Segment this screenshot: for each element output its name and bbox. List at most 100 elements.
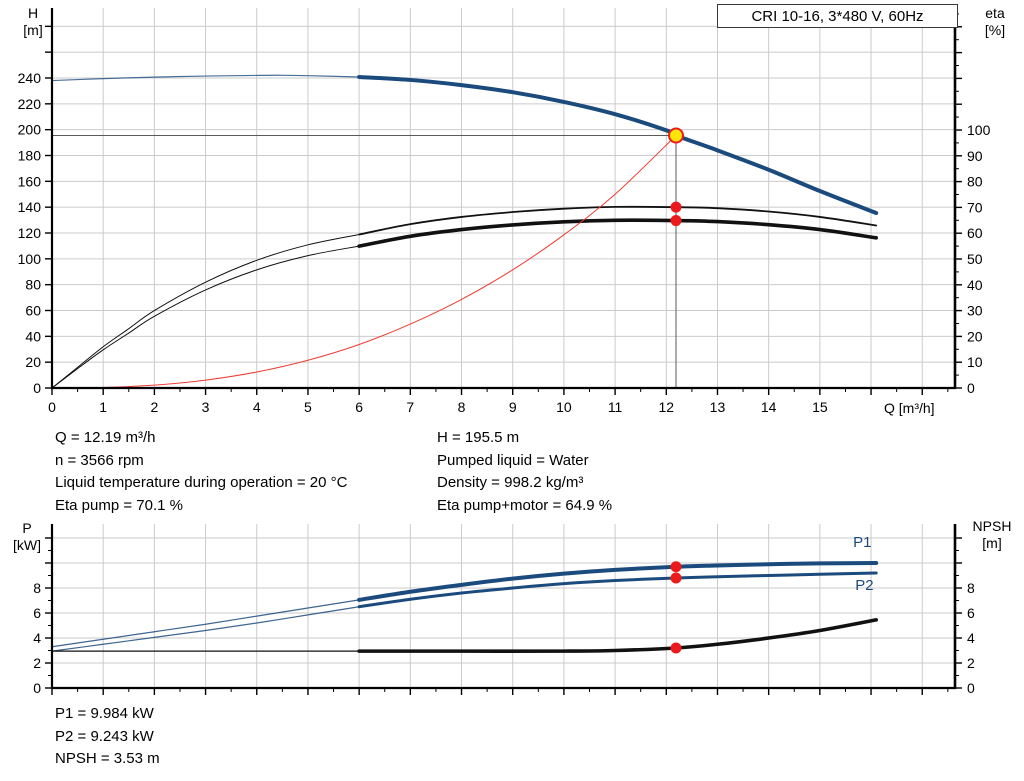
head-chart-yleft-tick-label: 140	[18, 199, 42, 215]
head-chart-system-curve	[51, 134, 677, 389]
head-chart-x-tick-label: 2	[150, 399, 158, 415]
eta-axis-title: eta [%]	[984, 5, 1006, 38]
npsh-point[interactable]	[670, 642, 682, 654]
head-chart-yleft-tick-label: 220	[18, 96, 42, 112]
power-chart-grid	[52, 524, 955, 688]
power-chart-yright-tick-label: 8	[967, 580, 975, 596]
power-info: P1 = 9.984 kW P2 = 9.243 kW NPSH = 3.53 …	[55, 703, 160, 771]
head-chart-yright-tick-label: 20	[967, 328, 983, 344]
head-chart-x-tick-label: 10	[556, 399, 572, 415]
pump-head-curve	[357, 74, 879, 215]
head-chart-yleft-tick-label: 180	[18, 148, 42, 164]
p2-power-curve	[357, 571, 878, 609]
eta-pump-motor-point[interactable]	[670, 215, 682, 227]
head-chart-yleft-tick-label: 200	[18, 122, 42, 138]
head-chart-yright-tick-label: 70	[967, 199, 983, 215]
power-chart-curve-labels: P1	[853, 534, 871, 551]
power-chart-yright-tick-label: 4	[967, 630, 975, 646]
eta-pump-curve	[358, 205, 878, 236]
p1-power-curve	[357, 561, 879, 602]
head-chart-eta-pump-motor-curve	[51, 218, 878, 389]
info-npsh: NPSH = 3.53 m	[55, 750, 160, 767]
head-chart-x-tick-label: 3	[202, 399, 210, 415]
pump-title-box: CRI 10-16, 3*480 V, 60Hz	[717, 4, 958, 28]
info-eta-pump: Eta pump = 70.1 %	[55, 496, 183, 514]
info-speed: n = 3566 rpm	[55, 451, 144, 469]
p2-curve-label: P2	[855, 577, 873, 594]
power-chart-yleft-tick-label: 0	[33, 680, 41, 696]
head-chart-x-tick-label: 5	[304, 399, 312, 415]
info-liquid-temp: Liquid temperature during operation = 20…	[55, 474, 348, 491]
head-chart-eta-pump-curve	[51, 205, 878, 389]
system-curve	[51, 134, 677, 389]
head-chart-markers	[668, 127, 685, 227]
power-chart-yleft-tick-label: 2	[33, 655, 41, 671]
head-chart-x-tick-label: 9	[509, 399, 517, 415]
head-chart-ticks: 0204060801001201401601802002202400102030…	[18, 13, 991, 415]
power-chart-axes	[50, 524, 957, 690]
head-chart-yleft-tick-label: 40	[25, 328, 41, 344]
pump-head-curve	[51, 74, 360, 82]
head-chart-yright-tick-label: 80	[967, 174, 983, 190]
head-chart-yright-tick-label: 10	[967, 354, 983, 370]
head-chart-yleft-tick-label: 0	[33, 380, 41, 396]
eta-pump-curve	[51, 233, 360, 389]
power-chart-markers	[670, 561, 682, 654]
head-chart-yright-tick-label: 40	[967, 277, 983, 293]
info-q: Q = 12.19 m³/h	[55, 429, 156, 446]
info-pumped-liquid: Pumped liquid = Water	[437, 451, 589, 469]
head-chart-x-tick-label: 0	[48, 399, 56, 415]
power-chart-yright-tick-label: 0	[967, 680, 975, 696]
eta-pump-point[interactable]	[670, 201, 682, 213]
power-chart-yright-tick-label: 6	[967, 605, 975, 621]
head-chart-yright-tick-label: 100	[967, 122, 991, 138]
h-axis-title: H [m]	[23, 5, 43, 38]
q-axis-title: Q [m³/h]	[884, 400, 935, 416]
p1-curve-label: P1	[853, 534, 871, 551]
p1-point[interactable]	[670, 561, 682, 573]
head-chart-yleft-tick-label: 60	[25, 303, 41, 319]
head-chart-yleft-tick-label: 240	[18, 70, 42, 86]
power-chart-p2-power-curve	[51, 571, 878, 652]
head-chart-axes	[50, 8, 957, 390]
head-chart-yright-tick-label: 90	[967, 148, 983, 164]
head-chart-x-tick-label: 14	[761, 399, 777, 415]
p2-power-curve	[51, 606, 360, 652]
npsh-curve	[357, 618, 878, 653]
info-eta-pump-motor: Eta pump+motor = 64.9 %	[437, 496, 613, 514]
eta-pump-motor-curve	[357, 218, 878, 248]
head-chart-yleft-tick-label: 80	[25, 277, 41, 293]
head-chart-pump-head-curve	[51, 74, 879, 215]
head-chart-yright-tick-label: 30	[967, 303, 983, 319]
p1-power-curve	[51, 599, 360, 648]
head-chart-x-tick-label: 12	[658, 399, 674, 415]
info-density: Density = 998.2 kg/m³	[437, 474, 584, 491]
head-chart-yleft-tick-label: 160	[18, 173, 42, 189]
head-chart-x-tick-label: 7	[406, 399, 414, 415]
eta-pump-motor-curve	[51, 245, 360, 389]
head-chart-yleft-tick-label: 100	[18, 251, 42, 267]
head-chart-x-tick-label: 13	[710, 399, 726, 415]
info-p2: P2 = 9.243 kW	[55, 727, 154, 745]
p2-point[interactable]	[670, 572, 682, 584]
head-chart-x-tick-label: 6	[355, 399, 363, 415]
head-chart-reference-lines	[52, 134, 677, 388]
power-chart-curve-labels: P2	[855, 577, 873, 594]
power-chart-yleft-tick-label: 6	[33, 605, 41, 621]
duty-point[interactable]	[668, 127, 685, 144]
head-chart-x-tick-label: 4	[253, 399, 261, 415]
head-chart-yright-tick-label: 50	[967, 251, 983, 267]
power-chart-yleft-tick-label: 4	[33, 630, 41, 646]
head-chart-grid	[52, 8, 955, 388]
head-chart-x-tick-label: 15	[812, 399, 828, 415]
info-h: H = 195.5 m	[437, 429, 520, 446]
power-chart-p1-power-curve	[51, 561, 879, 648]
head-chart-x-tick-label: 11	[608, 399, 623, 415]
npsh-axis-title: NPSH [m]	[972, 518, 1012, 551]
head-chart-yright-tick-label: 0	[967, 380, 975, 396]
power-chart-ticks: 0 2 4 6 8 0 2 4 6 8	[33, 537, 975, 696]
duty-info-left: Q = 12.19 m³/h n = 3566 rpm Liquid tempe…	[55, 427, 347, 517]
power-chart-yright-tick-label: 2	[967, 655, 975, 671]
power-chart-npsh-curve	[51, 618, 878, 653]
